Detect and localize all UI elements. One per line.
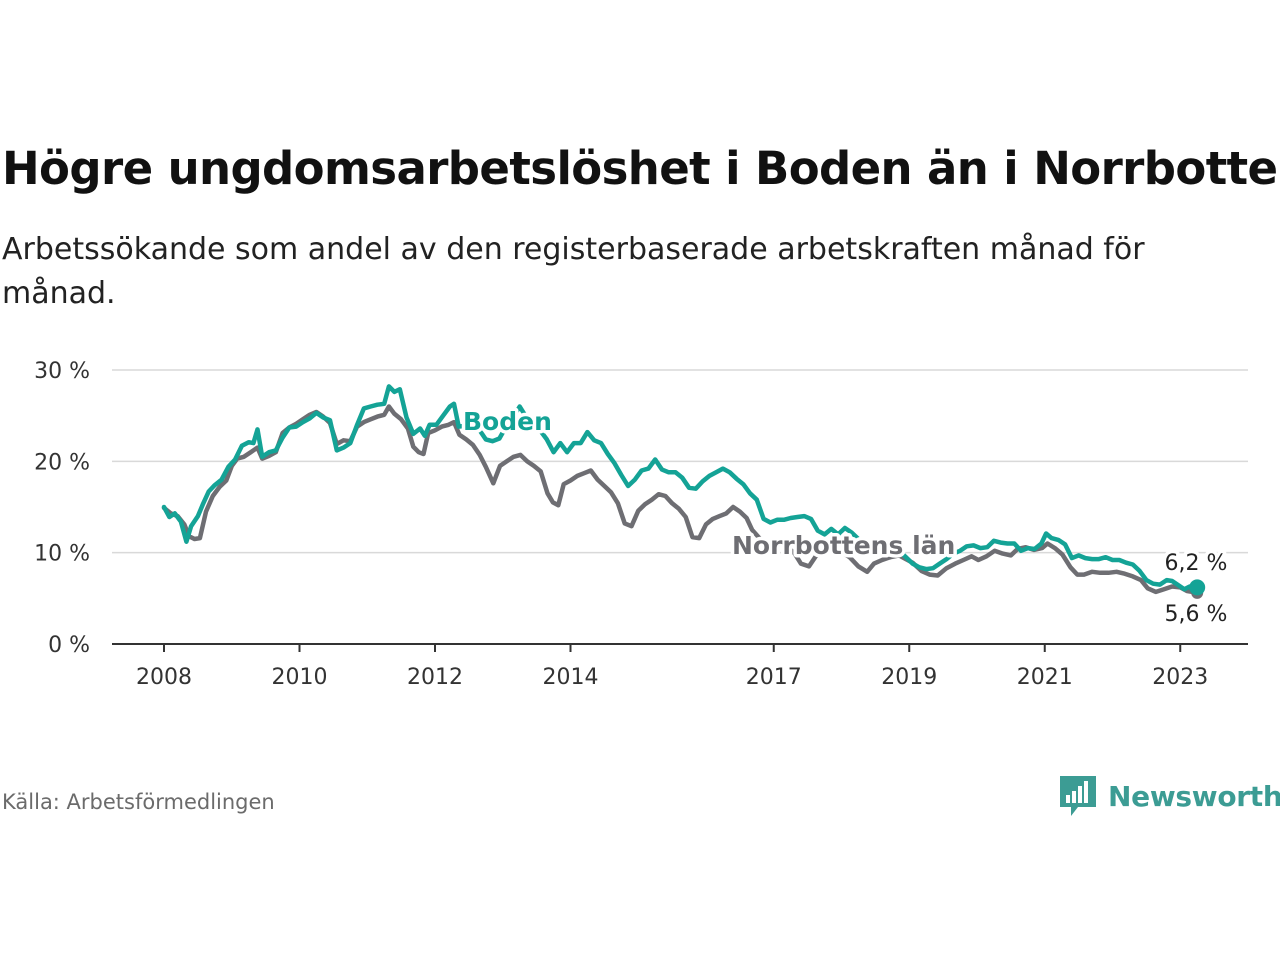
x-tick-label: 2021 — [1017, 665, 1073, 690]
brand-logo[interactable]: Newsworthy — [1058, 772, 1280, 820]
x-tick-label: 2017 — [746, 665, 802, 690]
series-label-boden: Boden — [463, 407, 552, 436]
end-value-label-norrbotten: 5,6 % — [1165, 602, 1228, 627]
series-label-norrbotten: Norrbottens län — [732, 531, 955, 560]
x-tick-label: 2008 — [136, 665, 192, 690]
chart-subtitle: Arbetssökande som andel av den registerb… — [2, 232, 1145, 311]
x-tick-label: 2010 — [272, 665, 328, 690]
bar-chart-bubble-icon — [1060, 776, 1096, 816]
series-line-norrbottens-län — [161, 404, 1200, 596]
brand-name: Newsworthy — [1108, 779, 1280, 813]
y-tick-label: 30 % — [34, 359, 90, 384]
y-tick-label: 20 % — [34, 450, 90, 475]
x-tick-label: 2012 — [407, 665, 463, 690]
series-label-boden-halo: Boden — [463, 407, 552, 436]
x-tick-label: 2019 — [881, 665, 937, 690]
x-tick-label: 2023 — [1152, 665, 1208, 690]
line-chart: 0 % 10 % 20 % 30 % 2008 2010 2012 2014 2017 2019 2… — [34, 359, 1248, 690]
x-tick-label: 2014 — [543, 665, 599, 690]
series-line-boden — [161, 384, 1200, 592]
y-tick-label: 0 % — [48, 633, 90, 658]
y-tick-label: 10 % — [34, 542, 90, 567]
end-value-label-norrbotten-halo: 5,6 % — [1165, 602, 1228, 627]
end-marker-boden — [1189, 579, 1206, 596]
chart-title: Högre ungdomsarbetslöshet i Boden än i N… — [2, 142, 1280, 195]
source-note: Källa: Arbetsförmedlingen — [2, 790, 275, 814]
end-value-label-boden-halo: 6,2 % — [1165, 551, 1228, 576]
series-label-norrbotten-halo: Norrbottens län — [732, 531, 955, 560]
end-value-label-boden: 6,2 % — [1165, 551, 1228, 576]
